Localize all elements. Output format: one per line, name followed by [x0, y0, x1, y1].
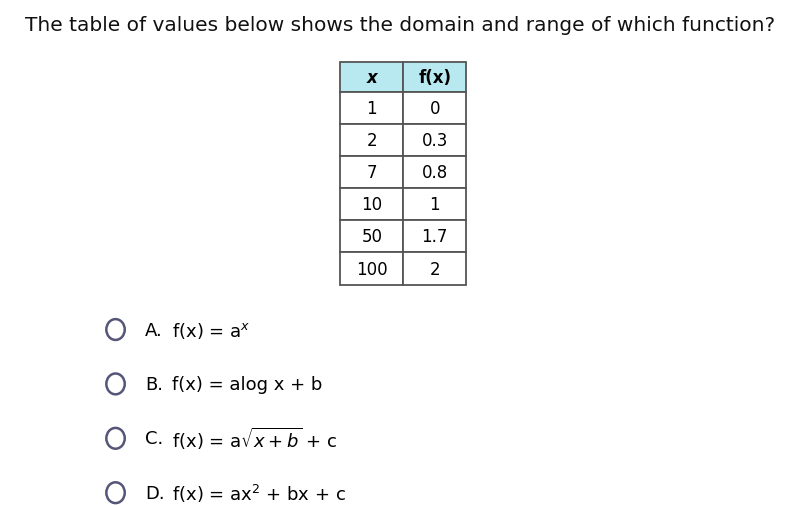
- Text: 0.3: 0.3: [422, 132, 448, 149]
- Text: A.: A.: [146, 321, 163, 339]
- Text: C.: C.: [146, 429, 163, 447]
- Text: 2: 2: [430, 260, 440, 278]
- Text: 100: 100: [356, 260, 388, 278]
- Text: f(x) = a$\sqrt{x+b}$ + c: f(x) = a$\sqrt{x+b}$ + c: [172, 425, 338, 451]
- FancyBboxPatch shape: [403, 125, 466, 157]
- Text: f(x) = a$^x$: f(x) = a$^x$: [172, 320, 250, 340]
- Text: 7: 7: [366, 164, 377, 182]
- FancyBboxPatch shape: [403, 253, 466, 285]
- Text: f(x) = alog x + b: f(x) = alog x + b: [172, 375, 322, 393]
- Text: x: x: [366, 69, 378, 87]
- Text: 50: 50: [362, 228, 382, 246]
- Text: 2: 2: [366, 132, 377, 149]
- FancyBboxPatch shape: [341, 157, 403, 189]
- Text: f(x): f(x): [418, 69, 451, 87]
- FancyBboxPatch shape: [341, 253, 403, 285]
- FancyBboxPatch shape: [403, 63, 466, 92]
- FancyBboxPatch shape: [403, 157, 466, 189]
- FancyBboxPatch shape: [341, 125, 403, 157]
- Text: 0: 0: [430, 99, 440, 118]
- FancyBboxPatch shape: [341, 189, 403, 221]
- Text: f(x) = ax$^2$ + bx + c: f(x) = ax$^2$ + bx + c: [172, 482, 346, 504]
- FancyBboxPatch shape: [403, 189, 466, 221]
- Text: 10: 10: [362, 196, 382, 214]
- Text: D.: D.: [146, 484, 165, 501]
- FancyBboxPatch shape: [403, 221, 466, 253]
- FancyBboxPatch shape: [341, 221, 403, 253]
- Text: 1: 1: [430, 196, 440, 214]
- Text: 1.7: 1.7: [422, 228, 448, 246]
- Text: B.: B.: [146, 375, 163, 393]
- Text: 1: 1: [366, 99, 377, 118]
- FancyBboxPatch shape: [341, 92, 403, 125]
- Text: The table of values below shows the domain and range of which function?: The table of values below shows the doma…: [25, 16, 775, 35]
- Text: 0.8: 0.8: [422, 164, 448, 182]
- FancyBboxPatch shape: [403, 92, 466, 125]
- FancyBboxPatch shape: [341, 63, 403, 92]
